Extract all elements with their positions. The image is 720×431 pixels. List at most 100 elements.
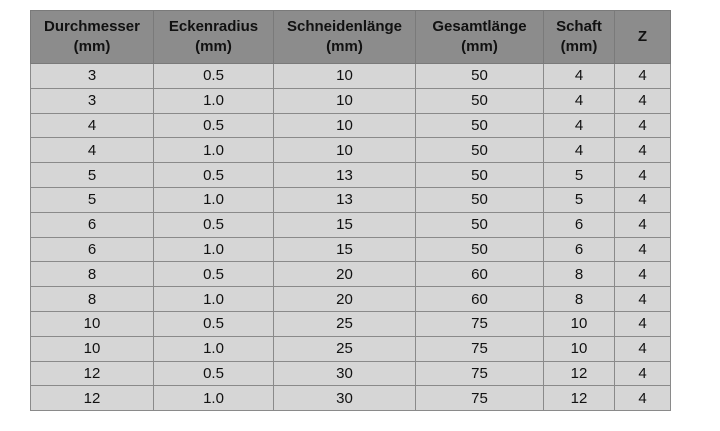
table-row: 8 1.0 20 60 8 4 (30, 286, 671, 312)
table-row: 12 0.5 30 75 12 4 (30, 360, 671, 387)
table-cell: 4 (614, 137, 671, 164)
table-cell: 4 (30, 137, 154, 164)
table-cell: 10 (273, 63, 416, 89)
table-cell: 10 (273, 137, 416, 164)
table-cell: 15 (273, 211, 416, 238)
table-row: 4 0.5 10 50 4 4 (30, 112, 671, 139)
table-row: 4 1.0 10 50 4 4 (30, 137, 671, 164)
table-row: 10 0.5 25 75 10 4 (30, 310, 671, 337)
table-row: 10 1.0 25 75 10 4 (30, 335, 671, 362)
table-cell: 4 (614, 63, 671, 89)
table-cell: 4 (614, 261, 671, 288)
table-cell: 4 (614, 162, 671, 188)
table-cell: 1.0 (153, 385, 274, 412)
table-cell: 60 (415, 286, 544, 312)
table-cell: 50 (415, 112, 544, 139)
column-name: Durchmesser (44, 18, 140, 35)
table-row: 6 0.5 15 50 6 4 (30, 211, 671, 238)
table-cell: 30 (273, 385, 416, 412)
table-cell: 13 (273, 162, 416, 188)
table-cell: 4 (614, 87, 671, 114)
header-row: Durchmesser (mm) Eckenradius (mm) Schneidenl… (30, 10, 671, 64)
table-cell: 30 (273, 360, 416, 387)
table-cell: 75 (415, 360, 544, 387)
table-cell: 13 (273, 186, 416, 213)
table-cell: 10 (30, 335, 154, 362)
table-cell: 10 (543, 310, 615, 337)
table-cell: 5 (543, 186, 615, 213)
header-cell: Z (614, 10, 671, 64)
table-cell: 10 (273, 87, 416, 114)
column-unit: (mm) (560, 38, 598, 55)
table-cell: 15 (273, 236, 416, 263)
table-cell: 20 (273, 286, 416, 312)
table-cell: 0.5 (153, 112, 274, 139)
table-row: 12 1.0 30 75 12 4 (30, 385, 671, 412)
spec-table: Durchmesser (mm) Eckenradius (mm) Schneidenl… (30, 10, 671, 412)
table-cell: 12 (543, 360, 615, 387)
table-cell: 6 (30, 236, 154, 263)
table-cell: 25 (273, 335, 416, 362)
table-row: 5 1.0 13 50 5 4 (30, 186, 671, 213)
column-name: Z (637, 28, 648, 45)
column-name: Schneidenlänge (286, 18, 403, 35)
column-unit: (mm) (195, 38, 232, 55)
column-name: Eckenradius (168, 18, 259, 35)
table-cell: 5 (30, 162, 154, 188)
table-cell: 0.5 (153, 360, 274, 387)
column-unit: (mm) (461, 38, 498, 55)
table-cell: 1.0 (153, 186, 274, 213)
table-cell: 8 (30, 261, 154, 288)
table-cell: 0.5 (153, 211, 274, 238)
table-row: 5 0.5 13 50 5 4 (30, 162, 671, 188)
table-cell: 10 (30, 310, 154, 337)
table-cell: 75 (415, 335, 544, 362)
table-row: 6 1.0 15 50 6 4 (30, 236, 671, 263)
table-row: 3 1.0 10 50 4 4 (30, 87, 671, 114)
table-cell: 0.5 (153, 310, 274, 337)
table-cell: 0.5 (153, 63, 274, 89)
table-cell: 4 (543, 137, 615, 164)
table-cell: 1.0 (153, 286, 274, 312)
header-cell: Eckenradius (mm) (153, 10, 274, 64)
table-cell: 4 (614, 236, 671, 263)
header-cell: Schaft (mm) (543, 10, 615, 64)
table-cell: 50 (415, 63, 544, 89)
table-cell: 10 (273, 112, 416, 139)
table-cell: 0.5 (153, 162, 274, 188)
table-cell: 8 (30, 286, 154, 312)
table-row: 8 0.5 20 60 8 4 (30, 261, 671, 288)
table-cell: 4 (614, 286, 671, 312)
table-cell: 3 (30, 63, 154, 89)
table-body: 3 0.5 10 50 4 4 3 1.0 10 50 4 4 4 0.5 10 50 4 4 4 1.0 10 50 4 4… (30, 63, 671, 412)
table-cell: 8 (543, 261, 615, 288)
table-cell: 0.5 (153, 261, 274, 288)
table-cell: 6 (30, 211, 154, 238)
table-cell: 3 (30, 87, 154, 114)
table-row: 3 0.5 10 50 4 4 (30, 63, 671, 89)
table-cell: 6 (543, 211, 615, 238)
column-name: Schaft (556, 18, 602, 35)
table-cell: 4 (614, 112, 671, 139)
table-cell: 50 (415, 236, 544, 263)
table-cell: 12 (543, 385, 615, 412)
column-name: Gesamtlänge (432, 18, 527, 35)
table-cell: 25 (273, 310, 416, 337)
table-cell: 1.0 (153, 137, 274, 164)
table-cell: 50 (415, 137, 544, 164)
table-cell: 5 (30, 186, 154, 213)
table-cell: 4 (543, 63, 615, 89)
table-cell: 12 (30, 360, 154, 387)
table-cell: 8 (543, 286, 615, 312)
table-cell: 1.0 (153, 335, 274, 362)
table-cell: 10 (543, 335, 615, 362)
table-cell: 75 (415, 385, 544, 412)
table-cell: 4 (614, 335, 671, 362)
table-cell: 4 (543, 112, 615, 139)
header-cell: Gesamtlänge (mm) (415, 10, 544, 64)
table-cell: 4 (30, 112, 154, 139)
table-cell: 1.0 (153, 87, 274, 114)
table-cell: 20 (273, 261, 416, 288)
header-cell: Schneidenlänge (mm) (273, 10, 416, 64)
